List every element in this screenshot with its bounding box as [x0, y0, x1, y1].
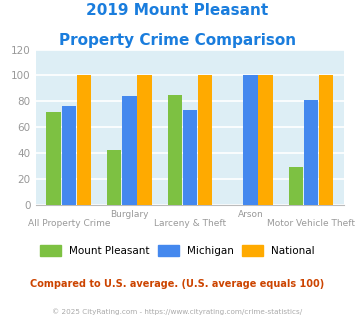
Text: Motor Vehicle Theft: Motor Vehicle Theft [267, 219, 355, 228]
Bar [243, 75, 258, 205]
Text: All Property Crime: All Property Crime [28, 219, 110, 228]
Text: Compared to U.S. average. (U.S. average equals 100): Compared to U.S. average. (U.S. average … [31, 279, 324, 289]
Bar [122, 96, 137, 205]
Bar [304, 100, 318, 205]
Text: © 2025 CityRating.com - https://www.cityrating.com/crime-statistics/: © 2025 CityRating.com - https://www.city… [53, 309, 302, 315]
Bar [107, 150, 121, 205]
Bar [183, 110, 197, 205]
Text: Burglary: Burglary [110, 210, 149, 218]
Bar [168, 95, 182, 205]
Bar [258, 75, 273, 205]
Bar [198, 75, 212, 205]
Bar [47, 112, 61, 205]
Text: 2019 Mount Pleasant: 2019 Mount Pleasant [86, 3, 269, 18]
Text: Property Crime Comparison: Property Crime Comparison [59, 33, 296, 48]
Text: Arson: Arson [237, 210, 263, 218]
Text: Larceny & Theft: Larceny & Theft [154, 219, 226, 228]
Bar [289, 167, 303, 205]
Bar [137, 75, 152, 205]
Bar [319, 75, 333, 205]
Bar [77, 75, 91, 205]
Legend: Mount Pleasant, Michigan, National: Mount Pleasant, Michigan, National [36, 241, 319, 260]
Bar [61, 106, 76, 205]
